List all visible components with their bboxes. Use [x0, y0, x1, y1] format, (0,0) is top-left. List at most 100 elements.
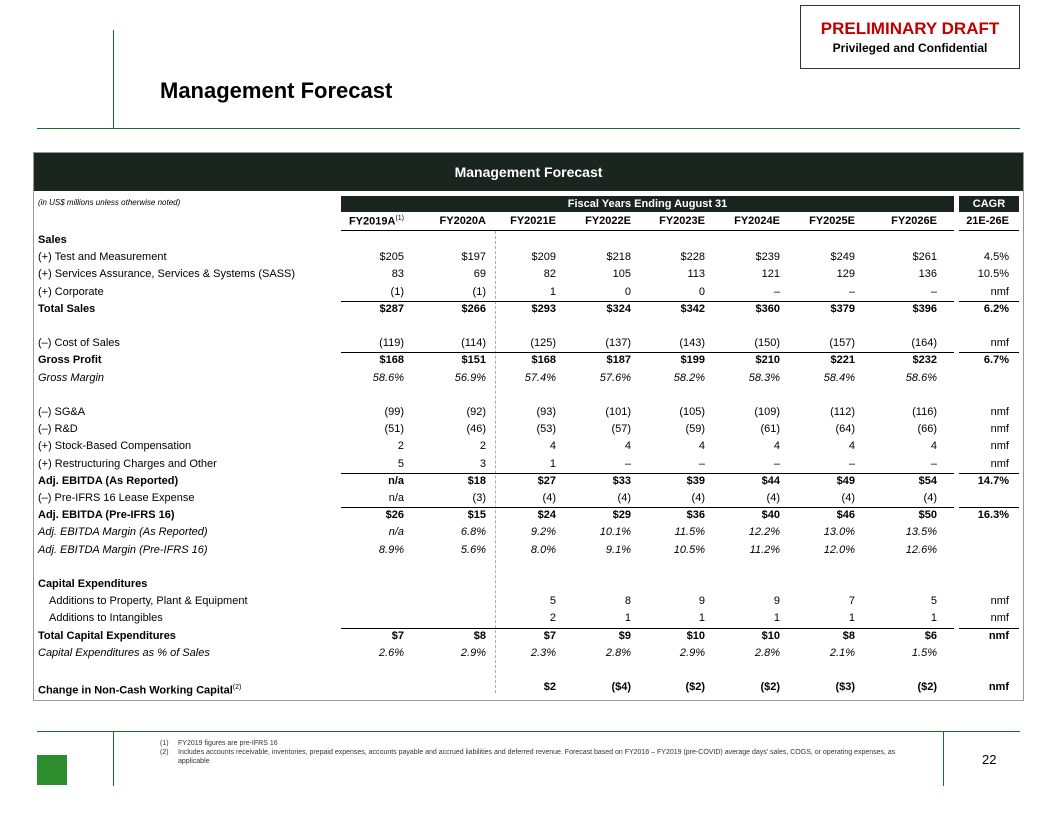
- column-header-1: FY2020A: [416, 215, 486, 229]
- header-underline: [959, 230, 1019, 231]
- table-cell: (4): [542, 492, 556, 504]
- table-cell: $187: [606, 354, 631, 367]
- table-cell: $15: [467, 509, 486, 522]
- table-cell: $6: [924, 629, 937, 642]
- table-cell: nmf: [990, 440, 1009, 453]
- table-cell: $239: [755, 251, 780, 264]
- table-cell: 1: [549, 285, 556, 298]
- table-cell: 5: [549, 595, 556, 608]
- table-cell: $27: [537, 474, 556, 487]
- table-cell: $168: [379, 354, 404, 367]
- row-label: Change in Non-Cash Working Capital(2): [38, 679, 241, 700]
- table-row: Adj. EBITDA (Pre-IFRS 16) $26 $15 $24 $29 $36…: [34, 507, 1023, 524]
- column-header-text: FY2025E: [809, 215, 855, 227]
- table-cell: 56.9%: [454, 371, 486, 384]
- table-row: [34, 662, 1023, 679]
- row-label-text: (+) Services Assurance, Services & Syste…: [38, 268, 296, 281]
- table-row: Change in Non-Cash Working Capital(2) $2 (…: [34, 679, 1023, 697]
- column-header-8: 21E-26E: [939, 215, 1009, 229]
- footer-vertical-rule-right: [943, 731, 944, 786]
- table-cell: $9: [618, 629, 631, 642]
- table-cell: (150): [754, 337, 780, 350]
- table-cell: nmf: [990, 337, 1009, 350]
- column-header-text: FY2023E: [659, 215, 705, 227]
- table-cell: 2.3%: [530, 646, 556, 659]
- table-row: (–) SG&A (99) (92) (93) (101) (105) (109) (112)…: [34, 404, 1023, 421]
- table-cell: 2.8%: [605, 646, 631, 659]
- row-label-text: Adj. EBITDA (Pre-IFRS 16): [38, 509, 175, 522]
- table-cell: $2: [543, 681, 556, 694]
- subtotal-rule: [959, 352, 1019, 354]
- table-cell: 58.6%: [372, 371, 404, 384]
- table-row: Total Sales $287 $266 $293 $324 $342 $360 $379 $…: [34, 301, 1023, 318]
- table-row: (–) Cost of Sales (119) (114) (125) (137) (14…: [34, 335, 1023, 352]
- table-cell: n/a: [388, 526, 404, 539]
- table-cell: $342: [680, 302, 705, 315]
- row-label-text: Sales: [38, 234, 67, 246]
- table-cell: (137): [605, 337, 631, 350]
- table-cell: 1: [549, 457, 556, 470]
- table-cell: (143): [679, 337, 705, 350]
- row-label: Adj. EBITDA (Pre-IFRS 16): [38, 507, 175, 524]
- table-row: Gross Margin 58.6% 56.9% 57.4% 57.6% 58.2% 58.…: [34, 370, 1023, 387]
- table-row: [34, 559, 1023, 576]
- column-header-3: FY2022E: [561, 215, 631, 229]
- subtotal-rule: [959, 627, 1019, 629]
- table-cell: 12.0%: [823, 543, 855, 556]
- table-cell: 4: [624, 440, 631, 453]
- table-cell: $228: [680, 251, 705, 264]
- table-cell: 14.7%: [977, 474, 1009, 487]
- table-cell: 9.2%: [530, 526, 556, 539]
- table-cell: –: [624, 457, 631, 470]
- row-label: (–) SG&A: [38, 404, 85, 421]
- table-cell: 4: [698, 440, 705, 453]
- table-cell: ($2): [685, 681, 705, 694]
- row-label: Gross Margin: [38, 370, 104, 387]
- table-cell: 136: [918, 268, 937, 281]
- table-cell: 13.0%: [823, 526, 855, 539]
- footnote-1-text: FY2019 figures are pre-IFRS 16: [178, 740, 278, 747]
- table-cell: 4: [848, 440, 855, 453]
- table-cell: 4.5%: [983, 251, 1009, 264]
- header-vertical-rule: [113, 30, 114, 128]
- table-cell: ($2): [760, 681, 780, 694]
- table-row: (+) Services Assurance, Services & Syste…: [34, 266, 1023, 283]
- table-cell: $199: [680, 354, 705, 367]
- row-label: (+) Corporate: [38, 284, 104, 301]
- subtotal-rule: [341, 472, 954, 474]
- row-label: Adj. EBITDA (As Reported): [38, 473, 178, 490]
- row-label-text: Adj. EBITDA (As Reported): [38, 474, 179, 487]
- table-cell: (119): [379, 337, 404, 350]
- table-cell: 13.5%: [905, 526, 937, 539]
- table-cell: 0: [624, 285, 631, 298]
- table-row: (+) Corporate (1) (1) 1 0 0 – – – nmf: [34, 284, 1023, 301]
- table-cell: $261: [912, 251, 937, 264]
- page-title: Management Forecast: [160, 78, 393, 103]
- table-row: Total Capital Expenditures $7 $8 $7 $9 $10 $10…: [34, 628, 1023, 645]
- table-cell: (101): [605, 406, 631, 418]
- table-cell: $54: [918, 474, 937, 487]
- table-cell: (64): [835, 423, 855, 436]
- row-label-text: Additions to Property, Plant & Equipment: [49, 595, 248, 608]
- table-cell: $44: [761, 474, 780, 487]
- column-header-text: 21E-26E: [966, 215, 1009, 227]
- table-cell: $29: [612, 509, 631, 522]
- table-cell: $8: [473, 629, 486, 642]
- row-label: (–) R&D: [38, 421, 78, 438]
- row-label-text: Capital Expenditures as % of Sales: [38, 646, 210, 659]
- table-cell: (4): [617, 492, 631, 504]
- column-header-0: FY2019A(1): [334, 215, 404, 229]
- table-row: Capital Expenditures as % of Sales 2.6% 2.…: [34, 645, 1023, 662]
- table-cell: (4): [923, 492, 937, 504]
- table-cell: 16.3%: [977, 509, 1009, 522]
- table-cell: 1.5%: [911, 646, 937, 659]
- table-cell: –: [930, 457, 937, 470]
- table-cell: nmf: [990, 406, 1009, 418]
- subtotal-rule: [959, 507, 1019, 509]
- table-cell: $293: [531, 302, 556, 315]
- table-cell: –: [773, 457, 780, 470]
- table-cell: nmf: [988, 681, 1009, 694]
- table-cell: (114): [461, 337, 486, 350]
- table-cell: $10: [761, 629, 780, 642]
- table-cell: (99): [384, 406, 404, 418]
